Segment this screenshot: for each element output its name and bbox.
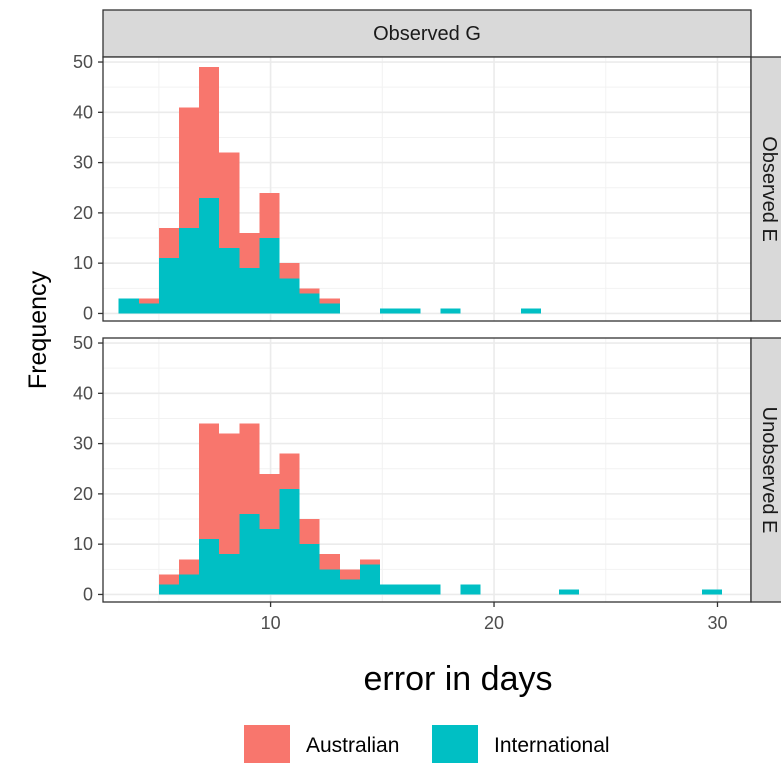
bar-international [239,268,260,314]
y-tick-label: 10 [73,534,93,554]
legend-label-australian: Australian [306,734,399,757]
bar-international [199,197,220,314]
bar-australian [219,152,240,249]
bar-australian [199,423,220,540]
bar-australian [239,233,260,269]
legend: Australian International [244,725,610,763]
bar-international [219,554,240,595]
bar-international [259,238,280,314]
y-axis-title: Frequency [24,270,52,389]
y-axis-ticks: 0 10 20 30 40 50 0 10 20 30 40 50 [73,52,103,604]
panel-bars [118,67,541,314]
row-strip-label: Unobserved E [758,407,780,534]
bar-australian [259,473,280,530]
legend-swatch-international [432,725,478,763]
bar-australian [279,453,300,489]
bar-australian [138,298,159,304]
bar-australian [259,192,280,239]
bar-international [299,293,320,314]
bar-international [319,569,340,595]
bar-australian [359,559,381,565]
x-axis-ticks: 10 20 30 [261,602,727,633]
column-strip [102,9,752,58]
bar-international [339,579,360,595]
y-tick-label: 20 [73,484,93,504]
y-tick-label: 50 [73,333,93,353]
y-tick-label: 50 [73,52,93,72]
bar-australian [319,298,340,304]
bar-international [118,298,139,314]
column-strip-label: Observed G [373,23,481,45]
y-tick-label: 30 [73,434,93,454]
bar-international [279,278,300,314]
bar-international [319,303,340,314]
bar-australian [339,569,360,580]
bar-international [138,303,159,314]
bar-australian [299,519,320,545]
legend-swatch-australian [244,725,290,763]
bar-australian [158,227,179,259]
bar-international [460,584,481,595]
bar-international [359,564,381,595]
bar-international [400,584,421,595]
bar-australian [199,67,220,198]
bar-international [558,589,579,595]
panel-unobserved-e: Unobserved E [102,337,781,603]
bar-australian [158,574,179,585]
y-tick-label: 0 [83,584,93,604]
bar-international [158,258,179,314]
bar-australian [178,559,200,575]
x-axis-title: error in days [364,660,553,698]
bar-international [299,544,320,595]
y-tick-label: 10 [73,253,93,273]
bar-international [219,248,240,314]
panel-bars [158,423,722,595]
bar-australian [178,107,200,228]
y-tick-label: 0 [83,303,93,323]
bar-international [400,308,421,314]
bar-international [520,308,541,314]
row-strip [750,56,781,322]
row-strip [750,337,781,603]
y-tick-label: 40 [73,383,93,403]
bar-international [239,514,260,595]
bar-australian [239,423,260,514]
bar-international [420,584,441,595]
legend-label-international: International [494,734,610,757]
bar-international [158,584,179,595]
row-strip-label: Observed E [758,136,780,242]
x-tick-label: 30 [707,613,727,633]
x-tick-label: 20 [484,613,504,633]
bar-international [701,589,722,595]
y-tick-label: 20 [73,203,93,223]
y-tick-label: 40 [73,102,93,122]
bar-international [440,308,461,314]
bar-international [199,539,220,595]
panel-observed-e: Observed E [102,56,781,322]
bar-australian [319,554,340,570]
bar-australian [219,433,240,555]
bar-australian [299,288,320,294]
bar-australian [279,263,300,279]
bar-international [380,308,401,314]
x-tick-label: 10 [261,613,281,633]
bar-international [259,529,280,595]
bar-international [178,574,200,595]
bar-international [279,488,300,595]
bar-international [178,227,200,314]
bar-international [380,584,401,595]
y-tick-label: 30 [73,153,93,173]
